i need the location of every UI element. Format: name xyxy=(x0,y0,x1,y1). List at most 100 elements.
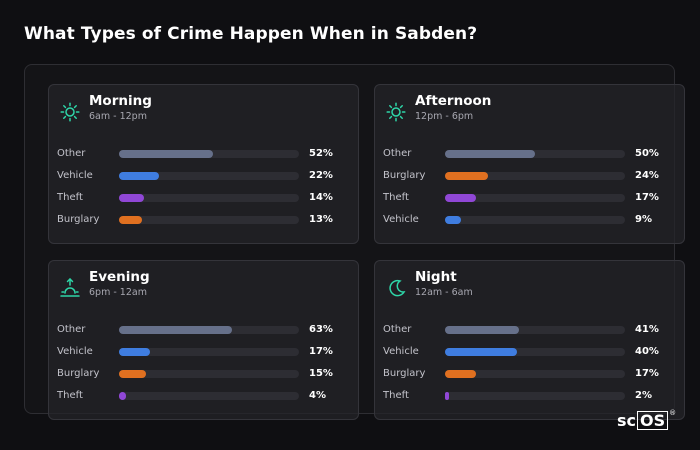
bar-track xyxy=(119,348,299,356)
logo-registered-mark: ® xyxy=(669,409,677,417)
panel-afternoon: Afternoon 12pm - 6pm Other 50% Burglary 24% Th… xyxy=(374,84,685,244)
category-label: Burglary xyxy=(383,368,426,379)
value-label: 24% xyxy=(635,170,659,181)
bar-track xyxy=(119,216,299,224)
bar-track xyxy=(445,194,625,202)
panel-subtitle: 6am - 12pm xyxy=(89,111,147,122)
bar-burglary xyxy=(445,370,476,378)
bar-other xyxy=(119,326,233,334)
bar-row: Burglary 15% xyxy=(49,367,358,381)
value-label: 52% xyxy=(309,148,333,159)
category-label: Burglary xyxy=(57,214,100,225)
bar-row: Vehicle 17% xyxy=(49,345,358,359)
value-label: 40% xyxy=(635,346,659,357)
value-label: 14% xyxy=(309,192,333,203)
bar-row: Theft 2% xyxy=(375,389,684,403)
bar-burglary xyxy=(445,172,489,180)
value-label: 2% xyxy=(635,390,652,401)
bar-theft xyxy=(119,392,127,400)
bar-row: Vehicle 9% xyxy=(375,213,684,227)
bar-track xyxy=(445,150,625,158)
bar-track xyxy=(445,392,625,400)
bar-track xyxy=(119,172,299,180)
category-label: Vehicle xyxy=(57,346,93,357)
page-title: What Types of Crime Happen When in Sabde… xyxy=(24,24,478,44)
category-label: Theft xyxy=(57,192,83,203)
bar-row: Burglary 24% xyxy=(375,169,684,183)
moon-icon xyxy=(385,277,407,299)
bar-track xyxy=(445,326,625,334)
panel-title: Night xyxy=(415,269,457,285)
bar-track xyxy=(119,392,299,400)
category-label: Other xyxy=(383,324,412,335)
category-label: Vehicle xyxy=(383,346,419,357)
bar-theft xyxy=(445,392,449,400)
bar-track xyxy=(445,348,625,356)
category-label: Vehicle xyxy=(57,170,93,181)
bar-other xyxy=(445,150,535,158)
category-label: Vehicle xyxy=(383,214,419,225)
value-label: 17% xyxy=(309,346,333,357)
category-label: Burglary xyxy=(383,170,426,181)
bar-track xyxy=(445,216,625,224)
value-label: 63% xyxy=(309,324,333,335)
value-label: 41% xyxy=(635,324,659,335)
bar-track xyxy=(445,172,625,180)
bar-row: Burglary 17% xyxy=(375,367,684,381)
bar-theft xyxy=(119,194,145,202)
category-label: Other xyxy=(383,148,412,159)
value-label: 15% xyxy=(309,368,333,379)
category-label: Theft xyxy=(57,390,83,401)
panel-subtitle: 6pm - 12am xyxy=(89,287,147,298)
category-label: Theft xyxy=(383,390,409,401)
value-label: 13% xyxy=(309,214,333,225)
bar-track xyxy=(119,326,299,334)
scos-logo: sc OS ® xyxy=(617,408,676,432)
bar-row: Vehicle 22% xyxy=(49,169,358,183)
panel-title: Evening xyxy=(89,269,150,285)
panel-morning: Morning 6am - 12pm Other 52% Vehicle 22% Theft… xyxy=(48,84,359,244)
value-label: 17% xyxy=(635,368,659,379)
panel-night: Night 12am - 6am Other 41% Vehicle 40% Burglar… xyxy=(374,260,685,420)
bar-row: Theft 4% xyxy=(49,389,358,403)
value-label: 22% xyxy=(309,170,333,181)
category-label: Other xyxy=(57,148,86,159)
bar-vehicle xyxy=(445,348,517,356)
value-label: 4% xyxy=(309,390,326,401)
bar-vehicle xyxy=(119,172,159,180)
value-label: 50% xyxy=(635,148,659,159)
category-label: Other xyxy=(57,324,86,335)
bar-burglary xyxy=(119,370,146,378)
panel-subtitle: 12am - 6am xyxy=(415,287,473,298)
value-label: 9% xyxy=(635,214,652,225)
panel-title: Afternoon xyxy=(415,93,492,109)
bar-row: Other 63% xyxy=(49,323,358,337)
bar-row: Other 41% xyxy=(375,323,684,337)
bar-track xyxy=(119,194,299,202)
logo-text-boxed: OS xyxy=(637,410,669,430)
bar-row: Burglary 13% xyxy=(49,213,358,227)
category-label: Burglary xyxy=(57,368,100,379)
bar-track xyxy=(119,370,299,378)
bar-row: Vehicle 40% xyxy=(375,345,684,359)
bar-vehicle xyxy=(119,348,150,356)
bar-row: Other 52% xyxy=(49,147,358,161)
panel-title: Morning xyxy=(89,93,152,109)
sun-icon xyxy=(59,101,81,123)
bar-row: Theft 14% xyxy=(49,191,358,205)
category-label: Theft xyxy=(383,192,409,203)
bar-track xyxy=(119,150,299,158)
bar-burglary xyxy=(119,216,143,224)
panel-evening: Evening 6pm - 12am Other 63% Vehicle 17% Burgl… xyxy=(48,260,359,420)
bar-vehicle xyxy=(445,216,462,224)
sun-icon xyxy=(385,101,407,123)
bar-other xyxy=(445,326,519,334)
panel-subtitle: 12pm - 6pm xyxy=(415,111,474,122)
bar-row: Theft 17% xyxy=(375,191,684,205)
sunset-icon xyxy=(59,277,81,299)
bar-row: Other 50% xyxy=(375,147,684,161)
bar-other xyxy=(119,150,213,158)
value-label: 17% xyxy=(635,192,659,203)
logo-text-left: sc xyxy=(617,410,637,430)
